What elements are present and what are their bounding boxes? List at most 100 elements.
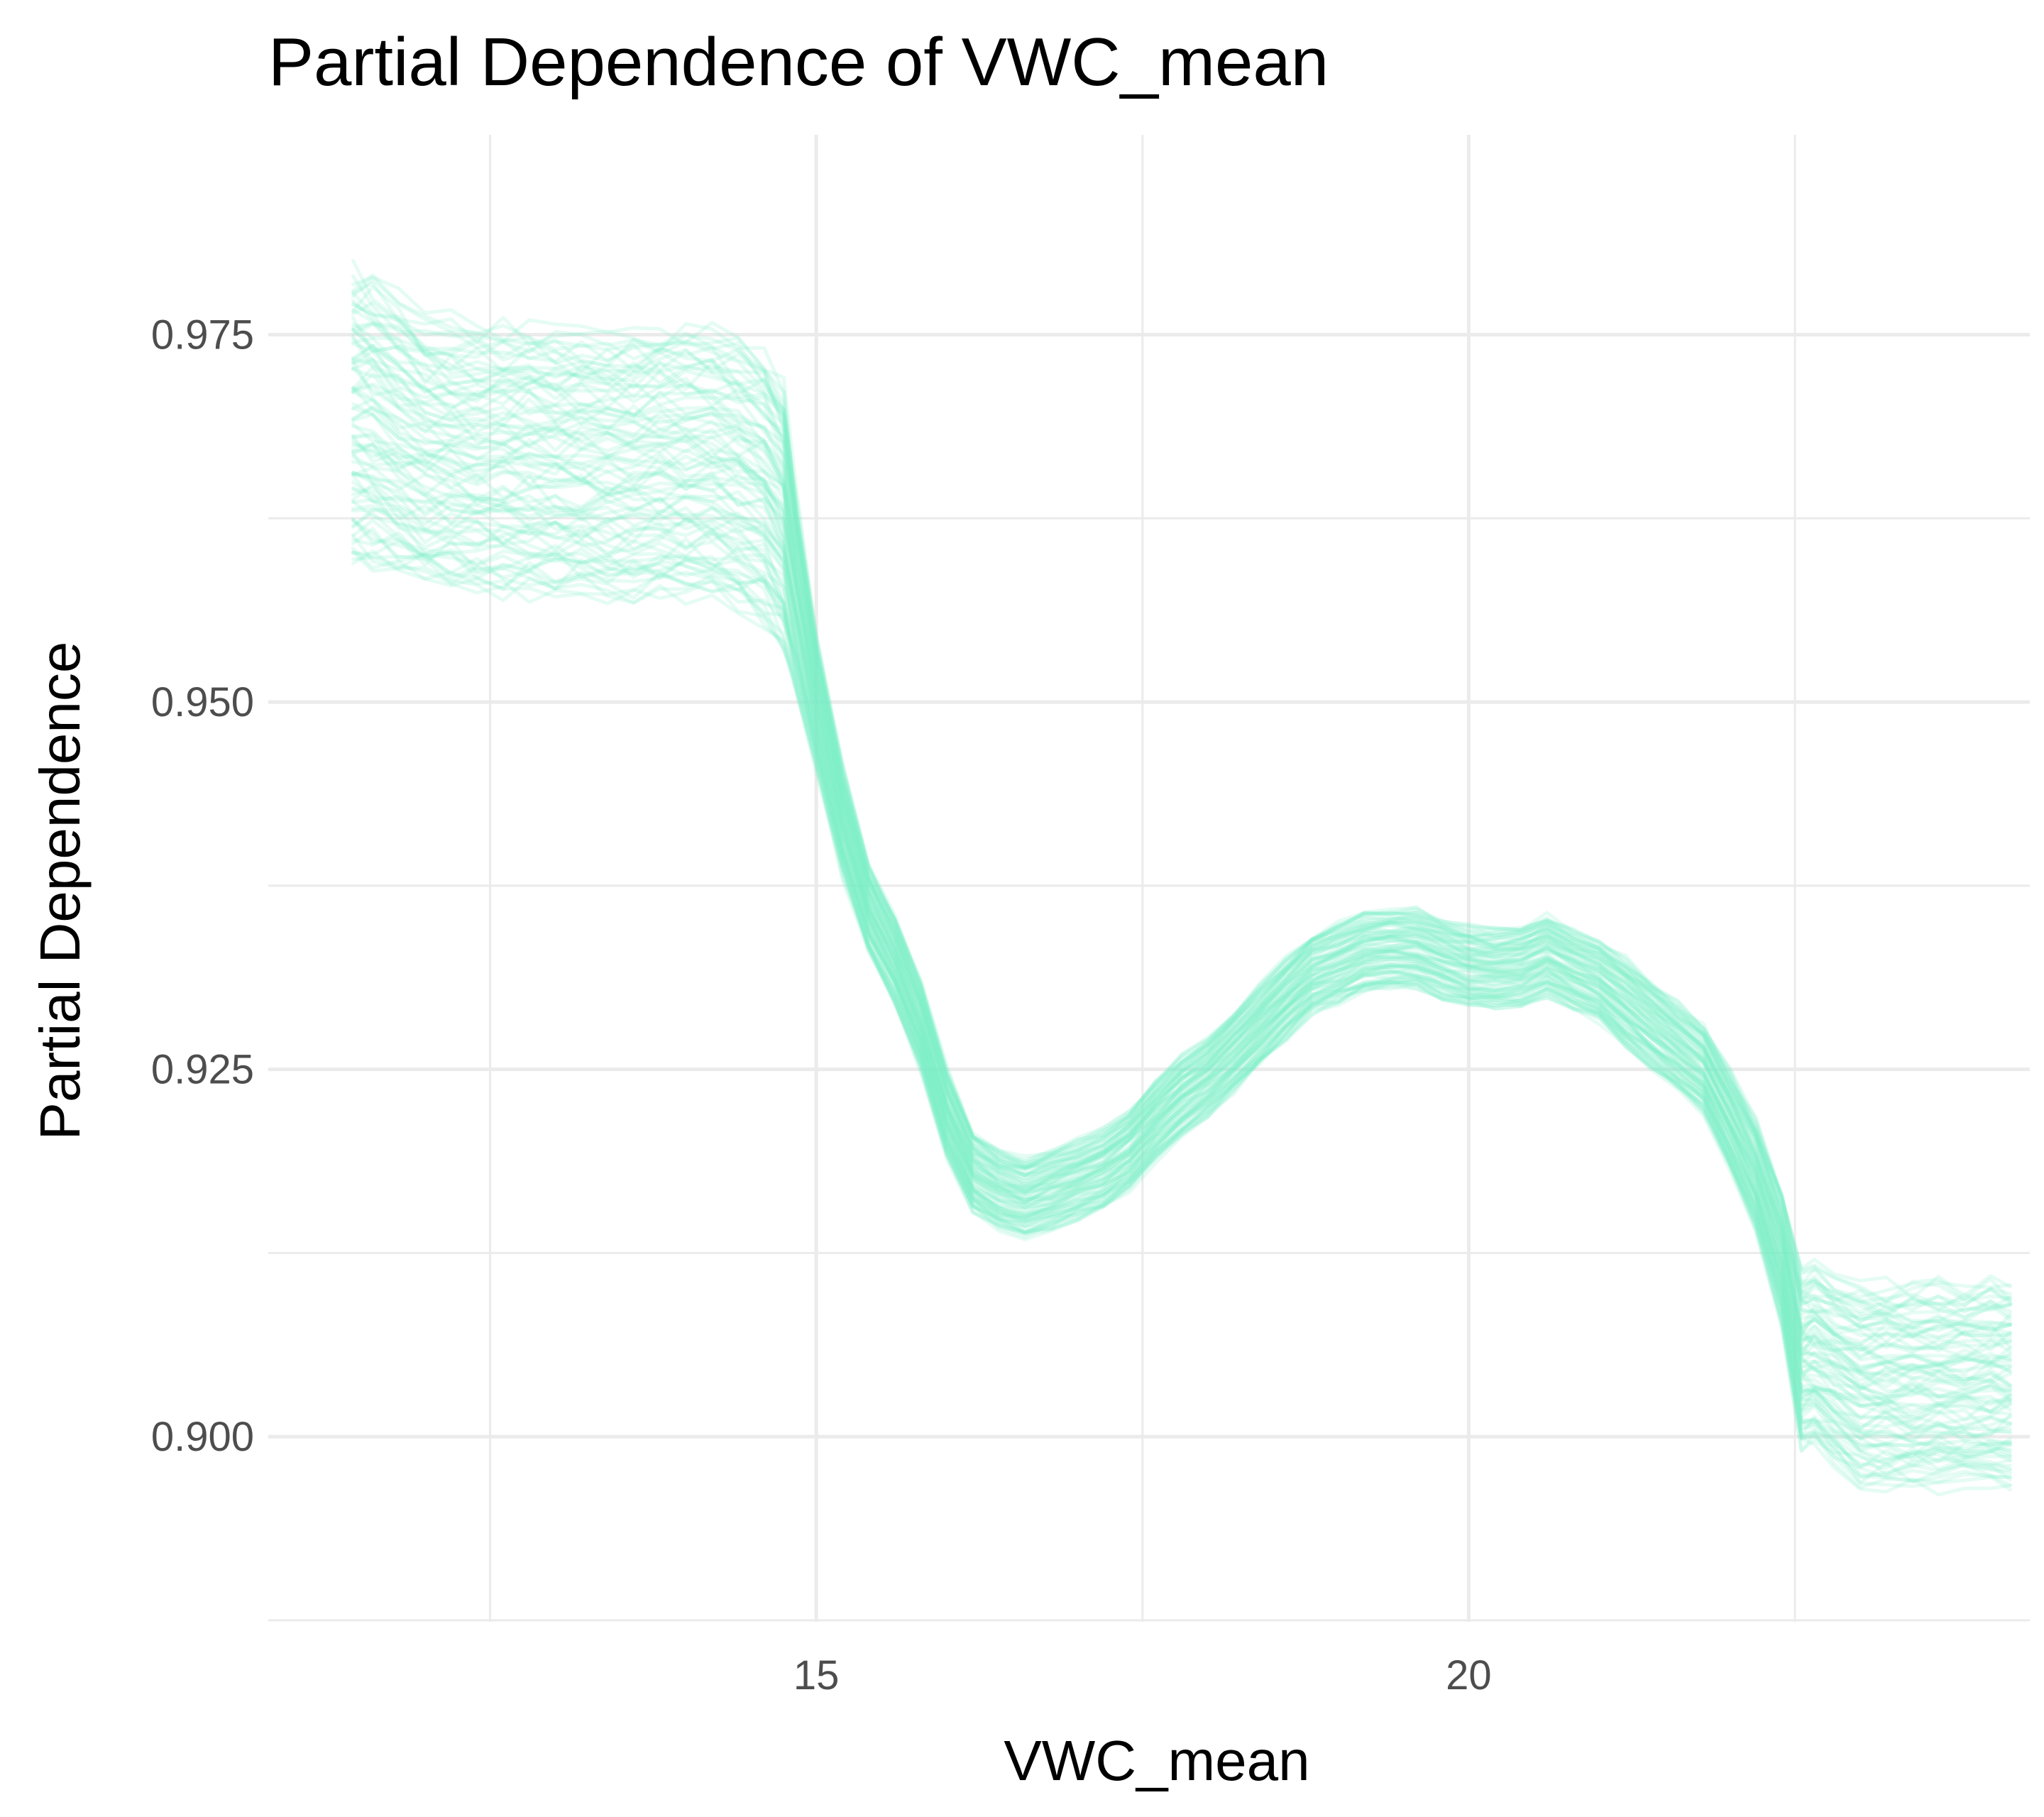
ice-curve-74 — [351, 321, 2012, 1333]
ice-curve-0 — [351, 550, 2012, 1497]
ice-curve-77 — [351, 299, 2012, 1323]
ice-curve-32 — [351, 454, 2012, 1426]
ice-curve-10 — [351, 531, 2012, 1471]
ice-curve-24 — [351, 473, 2012, 1444]
y-tick-label-0: 0.900 — [151, 1414, 254, 1460]
x-tick-label-1: 20 — [1446, 1652, 1492, 1698]
ice-curve-21 — [351, 482, 2012, 1451]
ice-curve-37 — [351, 443, 2012, 1414]
ice-curve-83 — [351, 302, 2012, 1307]
ice-curve-1 — [351, 549, 2012, 1492]
ice-curve-34 — [351, 441, 2012, 1422]
ice-curve-16 — [351, 507, 2012, 1460]
ice-curve-5 — [351, 534, 2012, 1485]
ice-curve-29 — [351, 451, 2012, 1431]
ice-curve-60 — [351, 367, 2012, 1364]
ice-curve-14 — [351, 507, 2012, 1461]
ice-curve-51 — [351, 390, 2012, 1378]
ice-curve-44 — [351, 412, 2012, 1398]
ice-curve-6 — [351, 539, 2012, 1479]
ice-curve-23 — [351, 471, 2012, 1439]
ice-curve-31 — [351, 460, 2012, 1429]
ice-curve-27 — [351, 471, 2012, 1437]
ice-curve-43 — [351, 422, 2012, 1399]
ice-curve-85 — [351, 281, 2012, 1307]
ice-curve-40 — [351, 443, 2012, 1406]
ice-curve-41 — [351, 432, 2012, 1399]
ice-curve-61 — [351, 357, 2012, 1362]
ice-curve-28 — [351, 473, 2012, 1434]
ice-curve-26 — [351, 471, 2012, 1439]
ice-curve-45 — [351, 406, 2012, 1393]
ice-curve-63 — [351, 349, 2012, 1351]
ice-curve-56 — [351, 366, 2012, 1369]
ice-curve-87 — [351, 277, 2012, 1305]
ice-curve-69 — [351, 335, 2012, 1344]
ice-curve-13 — [351, 517, 2012, 1467]
ice-curve-7 — [351, 519, 2012, 1477]
ice-curve-84 — [351, 274, 2012, 1310]
ice-curve-82 — [351, 285, 2012, 1314]
ice-curve-33 — [351, 442, 2012, 1422]
ice-curve-59 — [351, 356, 2012, 1367]
ice-curve-35 — [351, 434, 2012, 1417]
ice-curve-62 — [351, 358, 2012, 1360]
ice-curve-47 — [351, 405, 2012, 1389]
ice-curve-64 — [351, 336, 2012, 1353]
ice-curve-19 — [351, 500, 2012, 1453]
ice-curve-17 — [351, 498, 2012, 1458]
ice-curve-79 — [351, 308, 2012, 1320]
ice-curve-80 — [351, 301, 2012, 1319]
ice-curve-11 — [351, 518, 2012, 1472]
ice-curve-50 — [351, 386, 2012, 1385]
ice-curve-49 — [351, 402, 2012, 1388]
ice-curve-36 — [351, 448, 2012, 1415]
ice-curve-18 — [351, 487, 2012, 1457]
ice-curve-65 — [351, 344, 2012, 1353]
grid-lines — [268, 135, 2030, 1622]
ice-curve-53 — [351, 384, 2012, 1374]
ice-curve-4 — [351, 554, 2012, 1488]
ice-curve-52 — [351, 385, 2012, 1381]
ice-curve-30 — [351, 466, 2012, 1429]
ice-curve-73 — [351, 322, 2012, 1336]
y-tick-label-1: 0.925 — [151, 1047, 254, 1093]
ice-curve-8 — [351, 527, 2012, 1476]
x-tick-label-0: 15 — [793, 1652, 840, 1698]
ice-curves — [351, 258, 2012, 1497]
ice-curve-70 — [351, 327, 2012, 1339]
ice-curve-55 — [351, 372, 2012, 1375]
ice-curve-72 — [351, 342, 2012, 1338]
ice-curve-2 — [351, 547, 2012, 1490]
ice-curve-78 — [351, 291, 2012, 1325]
chart-title: Partial Dependence of VWC_mean — [268, 24, 1329, 100]
ice-curve-39 — [351, 434, 2012, 1407]
ice-curve-68 — [351, 327, 2012, 1339]
ice-curve-20 — [351, 485, 2012, 1447]
ice-curve-66 — [351, 344, 2012, 1350]
ice-curve-86 — [351, 273, 2012, 1303]
ice-curve-9 — [351, 518, 2012, 1475]
ice-curve-15 — [351, 504, 2012, 1462]
ice-curve-58 — [351, 366, 2012, 1368]
ice-curve-67 — [351, 336, 2012, 1349]
x-tick-labels: 15 20 — [793, 1652, 1492, 1698]
ice-curve-38 — [351, 438, 2012, 1407]
ice-curve-22 — [351, 485, 2012, 1447]
ice-curve-71 — [351, 316, 2012, 1339]
ice-curve-25 — [351, 480, 2012, 1441]
ice-curve-46 — [351, 405, 2012, 1392]
ice-curve-81 — [351, 302, 2012, 1318]
y-tick-label-2: 0.950 — [151, 679, 254, 725]
ice-curve-75 — [351, 323, 2012, 1330]
y-tick-labels: 0.900 0.925 0.950 0.975 — [151, 312, 254, 1461]
ice-curve-89 — [351, 275, 2012, 1300]
ice-curve-48 — [351, 397, 2012, 1388]
ice-curve-42 — [351, 424, 2012, 1402]
ice-curve-88 — [351, 258, 2012, 1303]
ice-curve-3 — [351, 551, 2012, 1488]
ice-curve-54 — [351, 382, 2012, 1376]
ice-curve-57 — [351, 358, 2012, 1371]
